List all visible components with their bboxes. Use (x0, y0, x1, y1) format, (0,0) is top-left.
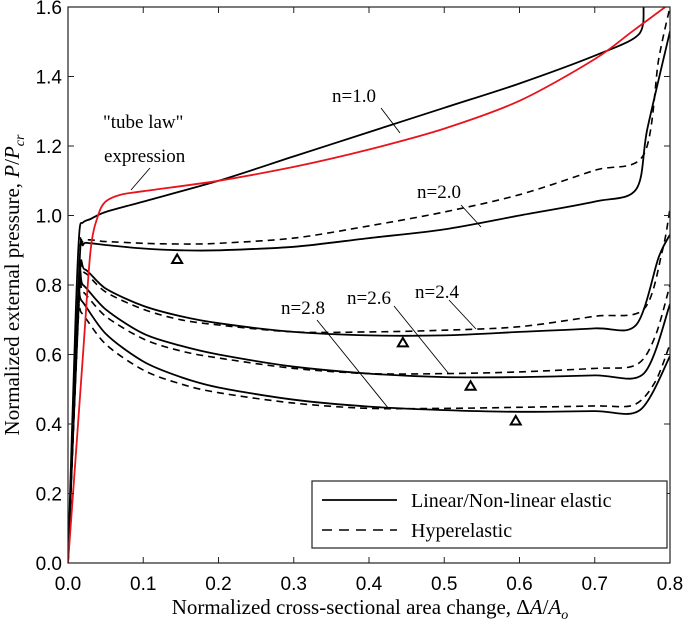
y-axis-title: Normalized external pressure, P/Pcr (0, 134, 28, 435)
x-tick-label: 0.7 (582, 574, 608, 595)
series-n-2-8-linear-non-linear-elastic (68, 285, 670, 563)
x-tick-label: 0.5 (431, 574, 457, 595)
x-tick-label: 0.2 (205, 574, 231, 595)
series-n-2-8-hyperelastic (68, 296, 670, 563)
x-tick-label: 0.4 (356, 574, 383, 595)
leader-n20 (460, 204, 482, 228)
triangle-marker-3 (463, 379, 478, 391)
triangle-marker-2 (396, 335, 410, 348)
label-expression: expression (104, 146, 186, 167)
series-n-2-0-linear-non-linear-elastic (68, 31, 670, 563)
x-tick-labels: 0.0 0.1 0.2 0.3 0.4 0.5 0.6 0.7 0.8 (55, 574, 683, 595)
x-tick-label: 0.8 (657, 574, 683, 595)
series-tube-law-expression (68, 7, 667, 563)
legend-solid-label: Linear/Non-linear elastic (411, 490, 612, 512)
leader-n24 (448, 299, 477, 330)
legend-dashed-label: Hyperelastic (411, 520, 512, 542)
leader-n28 (316, 319, 390, 410)
label-n28: n=2.8 (281, 298, 325, 319)
y-tick-label: 1.0 (36, 207, 62, 228)
leader-n10 (380, 107, 401, 134)
leader-n26 (393, 305, 450, 375)
legend: Linear/Non-linear elastic Hyperelastic (311, 480, 668, 549)
series-n-1-0-linear-non-linear-elastic (68, 7, 645, 563)
axis-ticks (67, 6, 671, 564)
y-tick-label: 0.2 (36, 485, 62, 506)
label-n26: n=2.6 (347, 288, 391, 309)
leader-tube-law (130, 167, 151, 191)
legend-box (311, 480, 668, 549)
y-tick-label: 1.2 (36, 137, 62, 158)
triangle-marker-1 (170, 252, 184, 264)
y-tick-label: 1.4 (36, 68, 63, 89)
y-tick-label: 1.6 (36, 0, 62, 19)
series-n-2-0-hyperelastic (68, 7, 670, 563)
label-n24: n=2.4 (415, 282, 459, 303)
series-n-2-6-hyperelastic (68, 277, 670, 563)
y-tick-label: 0.0 (36, 554, 62, 575)
y-tick-label: 0.4 (36, 415, 63, 436)
y-tick-labels: 0.0 0.2 0.4 0.6 0.8 1.0 1.2 1.4 1.6 (36, 0, 63, 575)
label-n10: n=1.0 (332, 86, 376, 107)
x-tick-label: 0.1 (130, 574, 156, 595)
plot-area (68, 7, 670, 563)
x-axis-title: Normalized cross-sectional area change, … (172, 595, 569, 623)
x-tick-label: 0.0 (55, 574, 81, 595)
x-tick-label: 0.6 (506, 574, 532, 595)
triangle-marker-4 (508, 414, 523, 426)
label-tube-law: "tube law" (103, 112, 183, 133)
y-tick-label: 0.8 (36, 276, 62, 297)
series-n-2-4-hyperelastic (68, 208, 670, 563)
series-n-2-6-linear-non-linear-elastic (68, 270, 670, 563)
x-tick-label: 0.3 (281, 574, 307, 595)
label-n20: n=2.0 (417, 182, 461, 203)
y-tick-label: 0.6 (36, 346, 62, 367)
